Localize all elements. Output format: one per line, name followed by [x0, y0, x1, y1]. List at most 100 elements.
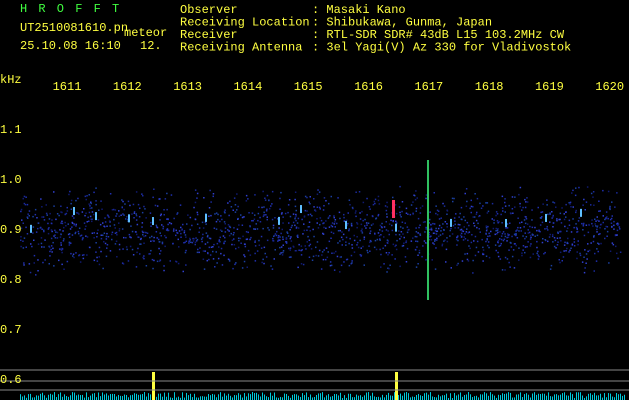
noise-dot: [78, 227, 81, 229]
noise-dot: [385, 209, 388, 212]
noise-dot: [227, 258, 230, 260]
noise-dot: [93, 237, 95, 239]
noise-dot: [511, 196, 514, 198]
noise-dot: [515, 244, 517, 247]
noise-dot: [614, 234, 617, 236]
noise-dot: [434, 240, 436, 242]
power-bar: [412, 396, 413, 400]
noise-dot: [337, 242, 339, 244]
noise-dot: [506, 223, 509, 225]
noise-dot: [395, 212, 398, 215]
noise-dot: [235, 262, 237, 264]
noise-dot: [529, 238, 532, 240]
power-bar: [458, 394, 459, 400]
power-bar: [250, 394, 251, 400]
power-bar: [554, 394, 555, 400]
noise-dot: [406, 226, 409, 228]
noise-dot: [368, 206, 371, 208]
noise-dot: [118, 230, 121, 232]
noise-dot: [276, 230, 278, 233]
power-bar: [552, 396, 553, 400]
noise-dot: [228, 259, 231, 261]
noise-dot: [282, 251, 284, 254]
noise-dot: [579, 254, 582, 257]
noise-dot: [386, 239, 389, 241]
noise-dot: [330, 195, 332, 198]
noise-dot: [130, 225, 132, 227]
power-bar: [134, 393, 135, 400]
noise-dot: [616, 223, 618, 225]
noise-dot: [204, 243, 207, 245]
noise-dot: [455, 238, 458, 241]
noise-dot: [377, 232, 380, 234]
noise-dot: [308, 221, 311, 223]
noise-dot: [424, 221, 426, 223]
noise-dot: [240, 214, 242, 216]
noise-dot: [106, 247, 108, 249]
power-bar: [312, 397, 313, 400]
noise-dot: [159, 214, 162, 217]
noise-dot: [111, 238, 113, 241]
power-bar: [248, 393, 249, 400]
noise-dot: [450, 227, 452, 230]
noise-dot: [323, 249, 325, 251]
noise-dot: [417, 254, 419, 256]
noise-dot: [333, 269, 336, 271]
noise-dot: [318, 191, 321, 193]
noise-dot: [379, 238, 381, 240]
noise-dot: [64, 213, 66, 216]
noise-dot: [574, 194, 577, 197]
noise-dot: [558, 259, 560, 261]
power-bar: [300, 396, 301, 400]
noise-dot: [103, 232, 106, 234]
noise-dot: [343, 216, 345, 219]
noise-dot: [398, 233, 401, 236]
noise-dot: [575, 211, 577, 214]
noise-dot: [183, 242, 185, 244]
noise-dot: [96, 236, 98, 238]
power-bar: [374, 396, 375, 400]
power-bar: [258, 394, 259, 400]
power-bar: [386, 394, 387, 400]
noise-dot: [203, 268, 206, 270]
noise-dot: [592, 240, 595, 243]
noise-dot: [604, 237, 606, 240]
noise-dot: [194, 241, 197, 244]
noise-dot: [435, 227, 437, 230]
noise-dot: [26, 203, 29, 206]
noise-dot: [521, 221, 523, 223]
noise-dot: [85, 225, 87, 227]
noise-dot: [556, 219, 558, 222]
noise-dot: [406, 231, 409, 234]
power-bar: [538, 393, 539, 400]
noise-dot: [194, 189, 197, 191]
noise-dot: [362, 245, 364, 248]
noise-dot: [572, 206, 574, 208]
power-bar: [98, 392, 99, 400]
noise-dot: [486, 212, 489, 214]
noise-dot: [428, 231, 430, 234]
noise-dot: [330, 264, 333, 267]
noise-dot: [551, 233, 554, 236]
noise-dot: [369, 239, 372, 242]
noise-dot: [244, 243, 246, 245]
noise-dot: [593, 204, 595, 206]
noise-dot: [104, 217, 106, 219]
noise-dot: [20, 208, 23, 211]
power-bar: [436, 397, 437, 400]
noise-dot: [463, 216, 465, 218]
noise-dot: [47, 222, 49, 225]
noise-dot: [362, 219, 364, 222]
noise-dot: [573, 238, 575, 240]
noise-dot: [123, 214, 125, 216]
power-bar: [394, 392, 395, 400]
noise-dot: [114, 227, 116, 229]
noise-dot: [402, 227, 404, 229]
noise-dot: [68, 241, 71, 244]
noise-dot: [74, 231, 77, 234]
power-bar: [434, 397, 435, 400]
power-bar: [120, 395, 121, 400]
noise-dot: [331, 222, 334, 224]
noise-dot: [308, 245, 310, 247]
power-bar: [156, 396, 157, 400]
